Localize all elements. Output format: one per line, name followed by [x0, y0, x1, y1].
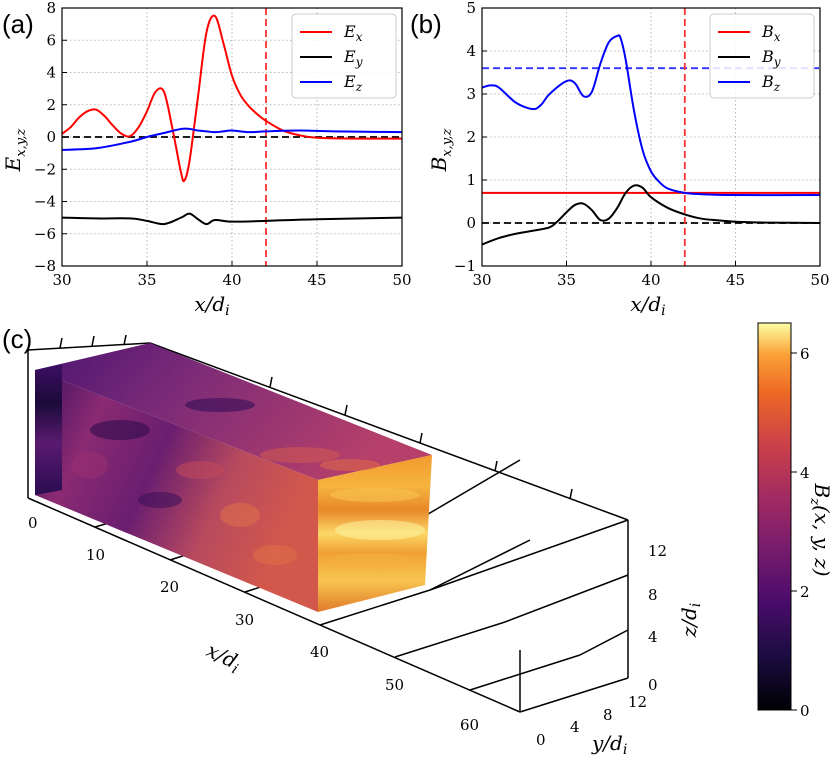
c-colorbar-tick-label: 4: [800, 464, 810, 482]
series-line-e_x: [61, 14, 403, 183]
y-tick-label: −8: [34, 257, 56, 275]
series-line-b_y: [481, 184, 821, 246]
c-x-tick-label: 40: [310, 643, 329, 661]
c-colorbar-tick-label: 0: [800, 702, 810, 720]
x-tick-label: 50: [392, 271, 411, 289]
panel-label-c: (c): [2, 324, 32, 354]
c-x-ticks: 0 10 20 30 40 50 60: [28, 514, 479, 734]
chart-b-ylabel: Bx,y,z: [427, 128, 455, 172]
c-ylabel: y/di: [591, 731, 627, 757]
c-z-tick-label: 4: [648, 628, 658, 646]
c-back-ticks: [59, 334, 573, 500]
c-colorbar-label: Bz(x, y, z): [807, 482, 830, 576]
c-colorbar-tick-label: 6: [800, 345, 810, 363]
chart-a-xlabel: x/di: [194, 292, 229, 319]
x-tick-label: 50: [810, 271, 829, 289]
y-tick-label: 3: [466, 85, 476, 103]
x-tick-label: 45: [307, 271, 326, 289]
chart-c-3d-box: 0 10 20 30 40 50 60 x/di 0 4 8 12 y/di 0…: [27, 322, 830, 757]
c-zlabel: z/di: [677, 603, 704, 639]
c-y-ticks: 0 4 8 12: [536, 693, 647, 749]
c-box-texture: [72, 398, 425, 567]
x-tick-label: 35: [557, 271, 576, 289]
x-tick-label: 30: [52, 271, 71, 289]
series-line-e_z: [61, 127, 403, 151]
x-tick-label: 35: [137, 271, 156, 289]
c-z-tick-label: 12: [648, 542, 667, 560]
y-tick-label: −2: [34, 160, 56, 178]
y-tick-label: 4: [466, 42, 476, 60]
chart-b-xlabel: x/di: [630, 292, 665, 319]
y-tick-label: 5: [466, 0, 476, 17]
y-tick-label: 2: [466, 128, 476, 146]
y-tick-label: 0: [466, 214, 476, 232]
c-x-tick-label: 50: [385, 676, 404, 694]
y-tick-label: 6: [46, 31, 56, 49]
y-tick-label: 4: [46, 64, 56, 82]
c-y-tick-label: 12: [628, 693, 647, 711]
c-x-tick-label: 60: [460, 716, 479, 734]
c-box-top-face: [35, 343, 432, 480]
series-line-b_z: [481, 34, 821, 197]
c-xlabel: x/di: [201, 638, 245, 678]
x-tick-label: 45: [726, 271, 745, 289]
c-colorbar-tick-label: 2: [800, 583, 810, 601]
c-x-tick-label: 10: [86, 546, 105, 564]
legend-box: [291, 13, 397, 99]
c-z-ticks: 0 4 8 12: [648, 542, 667, 694]
y-tick-label: −6: [34, 225, 56, 243]
legend-box: [709, 13, 815, 99]
y-tick-label: −4: [34, 193, 56, 211]
chart-a-ylabel: Ex,y,z: [1, 129, 29, 173]
x-tick-label: 40: [641, 271, 660, 289]
c-box-front-face: [35, 364, 62, 495]
c-y-tick-label: 8: [603, 706, 613, 724]
y-tick-label: 8: [46, 0, 56, 17]
y-tick-label: −1: [454, 257, 476, 275]
c-y-tick-label: 0: [536, 731, 546, 749]
c-z-tick-label: 0: [648, 676, 658, 694]
y-tick-label: 1: [466, 171, 476, 189]
c-x-tick-label: 30: [235, 611, 254, 629]
c-x-tick-label: 20: [160, 578, 179, 596]
y-tick-label: 0: [46, 128, 56, 146]
series-line-e_y: [61, 212, 403, 226]
c-colorbar-ticks: 0 2 4 6: [791, 345, 810, 720]
y-tick-label: 2: [46, 96, 56, 114]
c-z-tick-label: 8: [648, 586, 658, 604]
x-tick-label: 30: [472, 271, 491, 289]
c-colorbar: [757, 322, 792, 711]
c-x-tick-label: 0: [28, 514, 38, 532]
c-y-tick-label: 4: [570, 718, 580, 736]
panel-label-a: (a): [2, 9, 34, 39]
x-tick-label: 40: [222, 271, 241, 289]
panel-label-b: (b): [410, 9, 442, 39]
